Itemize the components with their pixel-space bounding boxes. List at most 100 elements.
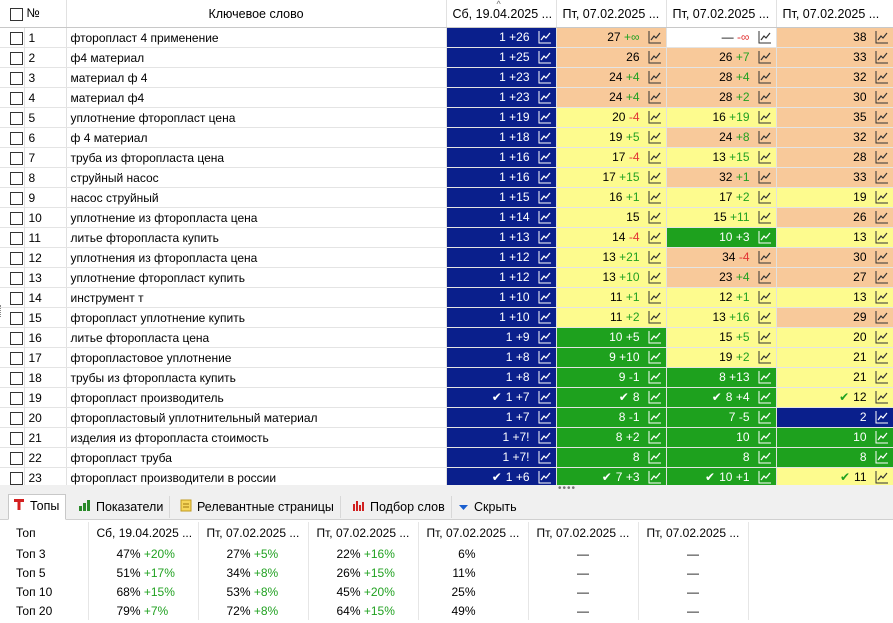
row-checkbox[interactable] xyxy=(10,51,23,65)
tab-tops[interactable]: Топы xyxy=(8,494,67,520)
position-chart-icon[interactable] xyxy=(538,470,552,484)
position-chart-icon[interactable] xyxy=(758,450,772,464)
position-chart-icon[interactable] xyxy=(758,410,772,424)
position-cell[interactable]: 1 +7 xyxy=(446,407,557,428)
table-row[interactable]: 15 фторопласт уплотнение купить 1 +10 11 +2… xyxy=(0,307,893,328)
table-row[interactable]: 16 литье фторопласта цена 1 +9 10 +5 15 +5 20 xyxy=(0,327,893,348)
position-chart-icon[interactable] xyxy=(875,330,889,344)
position-chart-icon[interactable] xyxy=(758,230,772,244)
position-cell[interactable]: 32 xyxy=(776,127,893,148)
position-chart-icon[interactable] xyxy=(538,370,552,384)
position-chart-icon[interactable] xyxy=(875,50,889,64)
row-checkbox-cell[interactable] xyxy=(0,367,25,388)
position-cell[interactable]: 10 +5 xyxy=(556,327,667,348)
position-chart-icon[interactable] xyxy=(538,230,552,244)
position-cell[interactable]: ✔ 8 xyxy=(556,387,667,408)
row-checkbox-cell[interactable] xyxy=(0,227,25,248)
position-chart-icon[interactable] xyxy=(538,170,552,184)
position-chart-icon[interactable] xyxy=(875,270,889,284)
row-checkbox[interactable] xyxy=(10,371,23,385)
position-cell[interactable]: 33 xyxy=(776,167,893,188)
position-chart-icon[interactable] xyxy=(875,430,889,444)
row-checkbox[interactable] xyxy=(10,391,23,405)
position-chart-icon[interactable] xyxy=(648,90,662,104)
position-chart-icon[interactable] xyxy=(758,290,772,304)
position-cell[interactable]: 13 +21 xyxy=(556,247,667,268)
position-cell[interactable]: 1 +10 xyxy=(446,287,557,308)
position-cell[interactable]: 1 +23 xyxy=(446,87,557,108)
position-cell[interactable]: 27 xyxy=(776,267,893,288)
position-cell[interactable]: 1 +15 xyxy=(446,187,557,208)
position-chart-icon[interactable] xyxy=(538,410,552,424)
position-cell[interactable]: 17 +15 xyxy=(556,167,667,188)
position-chart-icon[interactable] xyxy=(758,370,772,384)
row-checkbox-cell[interactable] xyxy=(0,327,25,348)
position-cell[interactable]: 11 +1 xyxy=(556,287,667,308)
position-cell[interactable]: 13 +10 xyxy=(556,267,667,288)
position-cell[interactable]: 30 xyxy=(776,87,893,108)
position-cell[interactable]: 15 +5 xyxy=(666,327,777,348)
position-chart-icon[interactable] xyxy=(758,210,772,224)
row-checkbox[interactable] xyxy=(10,231,23,245)
stats-column-header[interactable]: Пт, 07.02.2025 ... xyxy=(198,522,309,544)
position-cell[interactable]: 8 xyxy=(556,447,667,468)
position-cell[interactable]: 32 +1 xyxy=(666,167,777,188)
position-chart-icon[interactable] xyxy=(538,90,552,104)
position-chart-icon[interactable] xyxy=(875,450,889,464)
table-row[interactable]: 10 уплотнение из фторопласта цена 1 +14 15 1… xyxy=(0,207,893,228)
position-cell[interactable]: 1 +8 xyxy=(446,367,557,388)
position-chart-icon[interactable] xyxy=(875,90,889,104)
stats-column-header[interactable]: Пт, 07.02.2025 ... xyxy=(528,522,639,544)
position-cell[interactable]: 29 xyxy=(776,307,893,328)
position-cell[interactable]: 8 xyxy=(666,447,777,468)
position-cell[interactable]: 8 xyxy=(776,447,893,468)
tab-indicators[interactable]: Показатели xyxy=(74,496,171,518)
position-cell[interactable]: 28 xyxy=(776,147,893,168)
row-checkbox[interactable] xyxy=(10,291,23,305)
table-row[interactable]: 22 фторопласт труба 1 +7! 8 8 8 xyxy=(0,447,893,468)
position-chart-icon[interactable] xyxy=(875,290,889,304)
position-cell[interactable]: 28 +4 xyxy=(666,67,777,88)
header-select-all[interactable]: № xyxy=(0,0,67,28)
column-header-number[interactable]: № xyxy=(26,6,40,21)
position-cell[interactable]: 12 +1 xyxy=(666,287,777,308)
position-cell[interactable]: 15 +11 xyxy=(666,207,777,228)
position-chart-icon[interactable] xyxy=(648,390,662,404)
position-chart-icon[interactable] xyxy=(538,130,552,144)
position-cell[interactable]: 30 xyxy=(776,247,893,268)
stats-column-header[interactable]: Пт, 07.02.2025 ... xyxy=(418,522,529,544)
position-chart-icon[interactable] xyxy=(648,410,662,424)
position-cell[interactable]: 8 +2 xyxy=(556,427,667,448)
position-cell[interactable]: 19 +2 xyxy=(666,347,777,368)
position-chart-icon[interactable] xyxy=(758,430,772,444)
row-checkbox-cell[interactable] xyxy=(0,107,25,128)
table-row[interactable]: 4 материал ф4 1 +23 24 +4 28 +2 30 xyxy=(0,87,893,108)
position-chart-icon[interactable] xyxy=(648,150,662,164)
column-header-date-3[interactable]: Пт, 07.02.2025 ... xyxy=(666,0,777,28)
row-checkbox-cell[interactable] xyxy=(0,287,25,308)
position-cell[interactable]: 1 +16 xyxy=(446,147,557,168)
row-checkbox-cell[interactable] xyxy=(0,407,25,428)
row-checkbox[interactable] xyxy=(10,471,23,485)
position-chart-icon[interactable] xyxy=(875,310,889,324)
position-chart-icon[interactable] xyxy=(875,190,889,204)
position-cell[interactable]: 13 +16 xyxy=(666,307,777,328)
position-chart-icon[interactable] xyxy=(648,350,662,364)
position-cell[interactable]: 2 xyxy=(776,407,893,428)
position-cell[interactable]: 10 +3 xyxy=(666,227,777,248)
position-chart-icon[interactable] xyxy=(875,410,889,424)
position-cell[interactable]: 1 +7! xyxy=(446,427,557,448)
position-chart-icon[interactable] xyxy=(538,330,552,344)
position-cell[interactable]: 1 +13 xyxy=(446,227,557,248)
column-header-keyword[interactable]: Ключевое слово xyxy=(66,0,447,28)
position-chart-icon[interactable] xyxy=(758,310,772,324)
row-checkbox-cell[interactable] xyxy=(0,207,25,228)
position-chart-icon[interactable] xyxy=(648,370,662,384)
position-chart-icon[interactable] xyxy=(538,30,552,44)
row-checkbox[interactable] xyxy=(10,351,23,365)
position-cell[interactable]: 10 xyxy=(666,427,777,448)
position-cell[interactable]: 11 +2 xyxy=(556,307,667,328)
